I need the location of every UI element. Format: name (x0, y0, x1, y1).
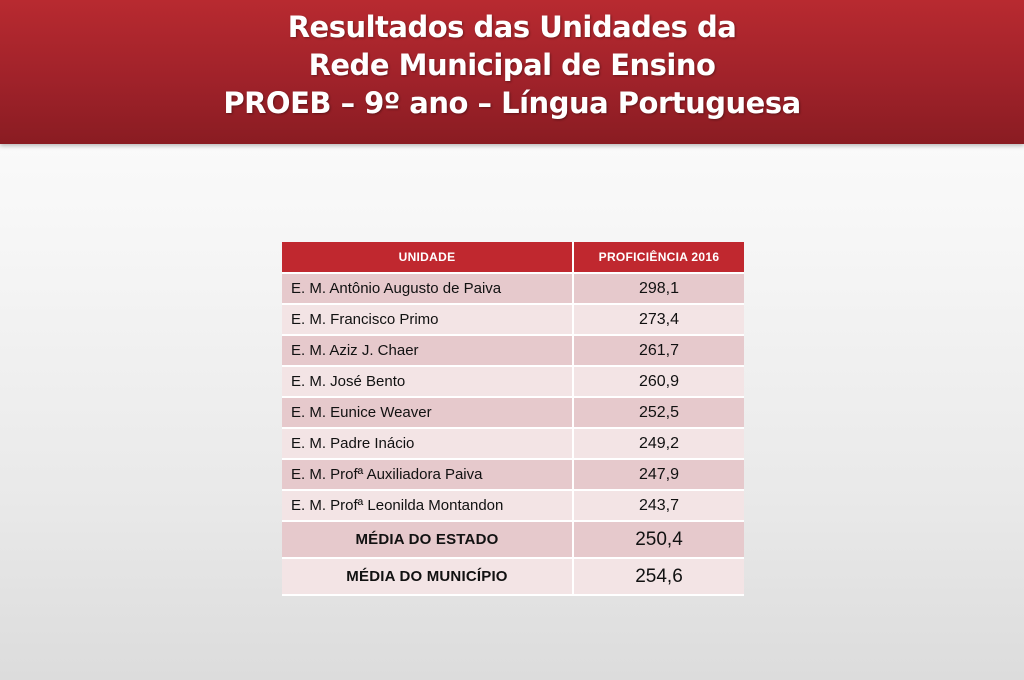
table-row: E. M. Francisco Primo 273,4 (282, 304, 744, 336)
table-row: E. M. Antônio Augusto de Paiva 298,1 (282, 273, 744, 305)
table-row: E. M. Profª Leonilda Montandon 243,7 (282, 490, 744, 522)
table-header-row: UNIDADE PROFICIÊNCIA 2016 (282, 242, 744, 274)
table-row: E. M. Profª Auxiliadora Paiva 247,9 (282, 459, 744, 491)
city-average-row: MÉDIA DO MUNICÍPIO 254,6 (282, 558, 744, 596)
city-average-value: 254,6 (573, 558, 744, 596)
state-average-label: MÉDIA DO ESTADO (282, 521, 574, 559)
proficiency-value: 298,1 (573, 273, 744, 305)
proficiency-value: 260,9 (573, 366, 744, 398)
title-line-3: PROEB – 9º ano – Língua Portuguesa (223, 86, 801, 120)
proficiency-value: 243,7 (573, 490, 744, 522)
unit-name: E. M. Antônio Augusto de Paiva (282, 273, 574, 305)
proficiency-value: 252,5 (573, 397, 744, 429)
unit-name: E. M. Aziz J. Chaer (282, 335, 574, 367)
title-line-2: Rede Municipal de Ensino (308, 48, 716, 82)
state-average-value: 250,4 (573, 521, 744, 559)
title-line-1: Resultados das Unidades da (287, 10, 737, 44)
table-row: E. M. Eunice Weaver 252,5 (282, 397, 744, 429)
slide-title: Resultados das Unidades da Rede Municipa… (0, 8, 1024, 122)
results-table: UNIDADE PROFICIÊNCIA 2016 E. M. Antônio … (282, 242, 744, 596)
state-average-row: MÉDIA DO ESTADO 250,4 (282, 521, 744, 559)
proficiency-value: 247,9 (573, 459, 744, 491)
table-row: E. M. Padre Inácio 249,2 (282, 428, 744, 460)
table-row: E. M. José Bento 260,9 (282, 366, 744, 398)
proficiency-value: 261,7 (573, 335, 744, 367)
unit-name: E. M. Francisco Primo (282, 304, 574, 336)
unit-name: E. M. Profª Leonilda Montandon (282, 490, 574, 522)
column-header-proficiency: PROFICIÊNCIA 2016 (573, 242, 744, 274)
table-row: E. M. Aziz J. Chaer 261,7 (282, 335, 744, 367)
unit-name: E. M. Profª Auxiliadora Paiva (282, 459, 574, 491)
unit-name: E. M. José Bento (282, 366, 574, 398)
proficiency-value: 249,2 (573, 428, 744, 460)
city-average-label: MÉDIA DO MUNICÍPIO (282, 558, 574, 596)
unit-name: E. M. Eunice Weaver (282, 397, 574, 429)
proficiency-value: 273,4 (573, 304, 744, 336)
unit-name: E. M. Padre Inácio (282, 428, 574, 460)
column-header-unit: UNIDADE (282, 242, 574, 274)
title-banner (0, 0, 1024, 144)
